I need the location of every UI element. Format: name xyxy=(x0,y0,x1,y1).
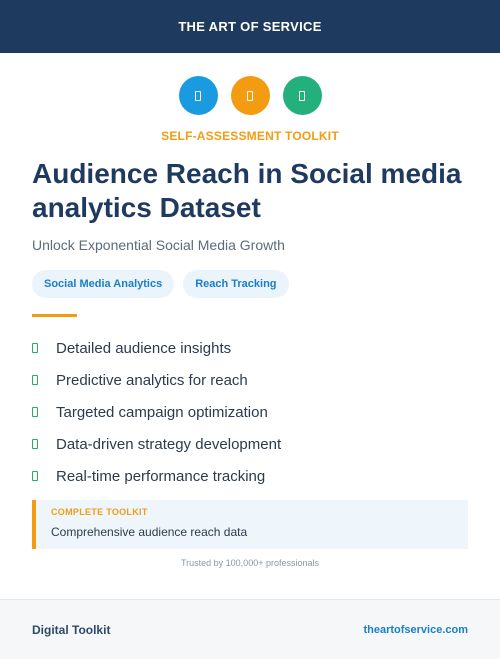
check-icon xyxy=(32,343,38,353)
toolkit-callout: COMPLETE TOOLKIT Comprehensive audience … xyxy=(32,500,468,549)
feature-item: Real-time performance tracking xyxy=(32,460,281,492)
footer: Digital Toolkit theartofservice.com xyxy=(0,599,500,659)
toolkit-eyebrow: SELF-ASSESSMENT TOOLKIT xyxy=(161,129,339,143)
feature-text: Predictive analytics for reach xyxy=(56,371,248,389)
feature-item: Predictive analytics for reach xyxy=(32,364,281,396)
doc-icon-green xyxy=(282,76,322,115)
feature-list: Detailed audience insights Predictive an… xyxy=(32,332,281,492)
feature-text: Real-time performance tracking xyxy=(56,467,266,485)
trusted-note: Trusted by 100,000+ professionals xyxy=(180,558,319,568)
doc-icon xyxy=(299,90,305,101)
doc-icon-orange xyxy=(230,76,270,115)
doc-icon xyxy=(247,90,253,101)
icon-row xyxy=(0,76,500,115)
page-subtitle: Unlock Exponential Social Media Growth xyxy=(32,237,285,253)
feature-item: Data-driven strategy development xyxy=(32,428,281,460)
tag-social-media-analytics[interactable]: Social Media Analytics xyxy=(32,270,175,298)
feature-text: Data-driven strategy development xyxy=(56,435,282,453)
feature-text: Targeted campaign optimization xyxy=(56,403,268,421)
callout-label: COMPLETE TOOLKIT xyxy=(51,507,148,517)
top-banner: THE ART OF SERVICE xyxy=(0,0,500,53)
check-icon xyxy=(32,407,38,417)
footer-label: Digital Toolkit xyxy=(32,622,111,637)
accent-divider xyxy=(32,314,77,317)
check-icon xyxy=(32,471,38,481)
tag-list: Social Media Analytics Reach Tracking xyxy=(32,270,289,298)
brand-name: THE ART OF SERVICE xyxy=(178,19,322,34)
feature-item: Targeted campaign optimization xyxy=(32,396,281,428)
tag-reach-tracking[interactable]: Reach Tracking xyxy=(183,270,289,298)
feature-item: Detailed audience insights xyxy=(32,332,281,364)
check-icon xyxy=(32,375,38,385)
doc-icon-blue xyxy=(178,76,218,115)
page-title: Audience Reach in Social media analytics… xyxy=(32,158,462,223)
feature-text: Detailed audience insights xyxy=(56,339,232,357)
callout-text: Comprehensive audience reach data xyxy=(51,525,248,539)
check-icon xyxy=(32,439,38,449)
footer-link[interactable]: theartofservice.com xyxy=(363,623,468,636)
doc-icon xyxy=(195,90,201,101)
